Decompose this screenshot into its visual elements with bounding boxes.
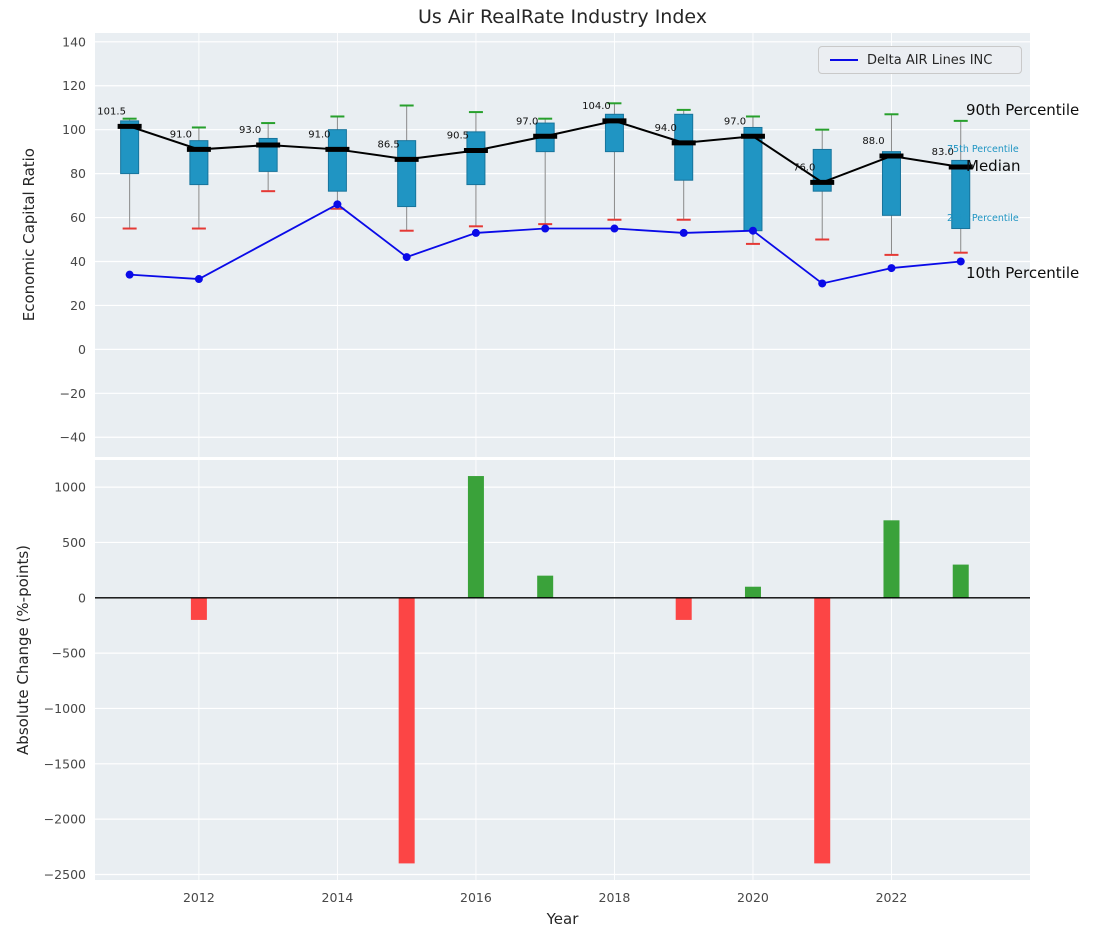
median-value-label: 86.5 [378,139,400,150]
y-tick-label: 120 [62,78,86,93]
median-value-label: 97.0 [724,116,746,127]
y-tick-label: −40 [60,430,86,445]
y-axis-label-top: Economic Capital Ratio [20,148,38,322]
bar-2022 [883,520,900,598]
y-tick-label: −500 [52,646,86,661]
annotation-90th-percentile: 90th Percentile [966,101,1080,119]
y-tick-label: 1000 [54,480,86,495]
x-tick-label: 2018 [599,890,631,905]
x-tick-label: 2022 [876,890,908,905]
median-value-label: 94.0 [655,123,677,134]
bar-2016 [467,476,484,598]
y-tick-label: 80 [70,166,86,181]
gridlines [95,33,1030,457]
y-axis-label-bottom: Absolute Change (%-points) [14,545,32,755]
plot-background [95,460,1030,880]
delta-marker [956,257,965,266]
delta-line [129,203,961,285]
x-tick-label: 2014 [322,890,354,905]
y-tick-label: 20 [70,298,86,313]
boxplot-series [120,102,971,256]
x-tick-label: 2020 [737,890,769,905]
delta-marker [541,224,550,233]
y-tick-label: 140 [62,34,86,49]
bar-2023 [952,564,969,598]
box-2016 [466,111,486,228]
bar-2019 [675,597,692,620]
y-tick-label: −20 [60,386,86,401]
y-tick-label: 500 [62,535,86,550]
x-axis-label: Year [546,910,579,928]
plot-background [95,33,1030,457]
median-value-label: 97.0 [516,116,538,127]
bar-2020 [744,586,761,598]
median-value-label: 76.0 [793,162,815,173]
y-tick-label: 0 [78,590,86,605]
y-tick-label: −2500 [44,867,86,882]
annotation-10th-percentile: 10th Percentile [966,264,1080,282]
annotation-median: Median [966,157,1021,175]
delta-marker [402,253,411,262]
box-2019 [674,108,694,221]
bar-2021 [814,597,831,864]
box-2023 [951,119,971,254]
bar-2015 [398,597,415,864]
iqr-box [674,113,694,181]
median-value-label: 91.0 [170,129,192,140]
box-2011 [120,117,140,230]
iqr-box [881,151,901,216]
iqr-box [743,126,763,232]
change-bars [190,476,969,864]
y-tick-label: 40 [70,254,86,269]
chart-title: Us Air RealRate Industry Index [417,6,708,28]
iqr-box [604,113,624,153]
y-tick-label: −2000 [44,812,86,827]
annotation-75th-percentile: 75th Percentile [947,144,1019,155]
y-tick-label: −1500 [44,756,86,771]
delta-marker [471,228,480,237]
y-tick-label: 0 [78,342,86,357]
delta-marker [818,279,827,288]
median-value-label: 83.0 [932,147,954,158]
delta-marker [125,270,134,279]
box-2022 [881,113,901,256]
delta-marker [610,224,619,233]
x-tick-label: 2012 [183,890,215,905]
delta-marker [748,226,757,235]
delta-marker [679,228,688,237]
iqr-box [812,148,832,192]
y-tick-label: −1000 [44,701,86,716]
y-tick-label: 60 [70,210,86,225]
box-2014 [327,115,347,210]
legend: Delta AIR Lines INC [818,46,1022,74]
iqr-box [397,140,417,208]
x-tick-label: 2016 [460,890,492,905]
median-value-label: 93.0 [239,125,261,136]
median-value-label: 90.5 [447,131,469,142]
annotation-25th-percentile: 25th Percentile [947,213,1019,224]
bar-2017 [537,575,554,598]
delta-marker [887,264,896,273]
delta-marker [194,275,203,284]
median-value-label: 104.0 [582,101,611,112]
iqr-box [120,120,140,175]
median-value-label: 101.5 [97,106,126,117]
box-2018 [604,102,624,221]
legend-line-swatch [830,59,858,61]
median-value-label: 88.0 [862,136,884,147]
iqr-box [951,159,971,230]
legend-label: Delta AIR Lines INC [867,52,993,68]
bar-2012 [190,597,207,620]
delta-marker [333,200,342,209]
iqr-box [466,131,486,186]
iqr-box [327,129,347,192]
y-tick-label: 100 [62,122,86,137]
median-value-label: 91.0 [308,129,330,140]
